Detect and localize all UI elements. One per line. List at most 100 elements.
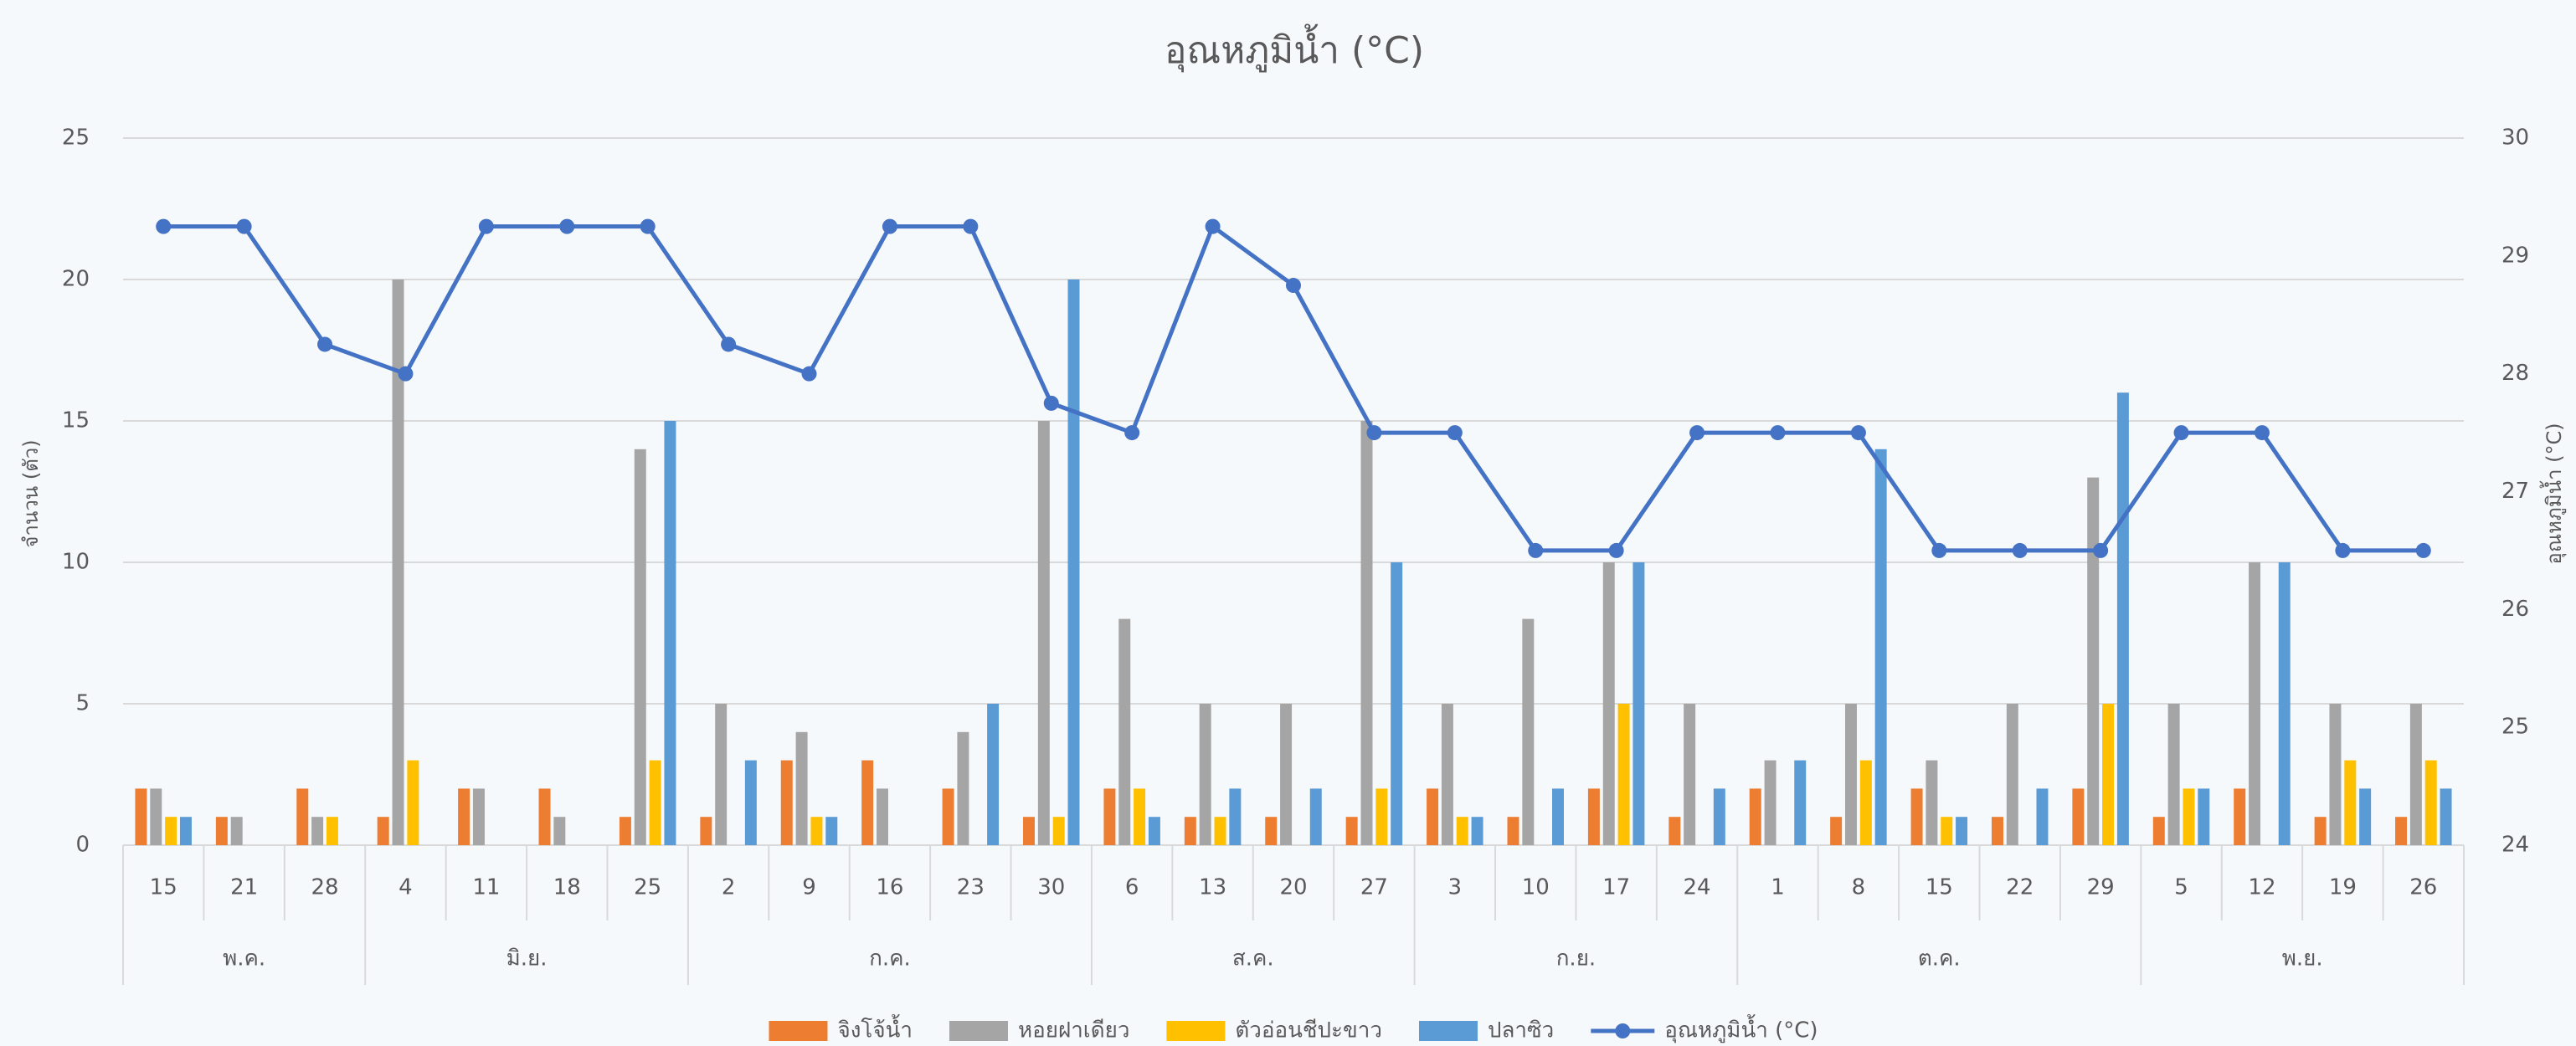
- bar: [861, 760, 874, 845]
- x-tick-label: 21: [230, 875, 258, 900]
- chart-title: อุณหภูมิน้ำ (°C): [1165, 23, 1424, 73]
- legend-label: หอยฝาเดียว: [1018, 1018, 1129, 1043]
- y-tick-label: 25: [62, 126, 90, 151]
- x-tick-label: 3: [1448, 875, 1463, 900]
- bar: [179, 817, 192, 845]
- x-tick-label: 24: [1684, 875, 1711, 900]
- bar: [1184, 817, 1196, 845]
- x-tick-label: 22: [2006, 875, 2034, 900]
- x-tick-label: 28: [311, 875, 338, 900]
- y-tick-label: 10: [62, 550, 90, 575]
- x-tick-label: 8: [1852, 875, 1866, 900]
- y-tick-label: 5: [75, 691, 90, 716]
- bar: [1749, 788, 1761, 845]
- bar: [1507, 817, 1519, 845]
- x-tick-label: 26: [2409, 875, 2437, 900]
- line-marker: [1689, 425, 1705, 441]
- bar: [1067, 279, 1080, 845]
- legend-swatch: [1615, 1023, 1631, 1038]
- x-tick-label: 20: [1279, 875, 1307, 900]
- line-marker: [2093, 542, 2109, 558]
- y2-tick-label: 26: [2501, 597, 2529, 622]
- line-marker: [1931, 542, 1947, 558]
- y2-axis-label: อุณหภูมิน้ำ (°C): [2539, 423, 2567, 564]
- x-tick-label: 13: [1199, 875, 1226, 900]
- bar: [2249, 562, 2261, 845]
- bar: [1427, 788, 1439, 845]
- bar: [634, 449, 646, 845]
- line-marker: [1286, 278, 1301, 294]
- x-group-label: พ.ย.: [2282, 946, 2323, 972]
- bar: [2278, 562, 2291, 845]
- bar: [700, 817, 712, 845]
- bar: [1199, 704, 1211, 845]
- x-tick-label: 15: [150, 875, 177, 900]
- line-marker: [1850, 425, 1866, 441]
- bar: [942, 788, 954, 845]
- bar: [1632, 562, 1645, 845]
- legend-label: ปลาซิว: [1488, 1018, 1554, 1043]
- bar: [215, 817, 228, 845]
- x-tick-label: 2: [722, 875, 736, 900]
- x-tick-label: 16: [876, 875, 903, 900]
- bar: [1471, 817, 1483, 845]
- y2-tick-label: 29: [2501, 243, 2529, 268]
- bar: [1522, 618, 1535, 845]
- bar: [2183, 788, 2195, 845]
- x-tick-label: 6: [1125, 875, 1139, 900]
- x-group-label: ก.ย.: [1556, 946, 1597, 972]
- bar: [2006, 704, 2018, 845]
- bar: [649, 760, 661, 845]
- bar: [1103, 788, 1116, 845]
- bar: [135, 788, 147, 845]
- bar: [2344, 760, 2357, 845]
- line-marker: [317, 336, 333, 352]
- bar: [150, 788, 162, 845]
- x-tick-label: 23: [957, 875, 985, 900]
- bar: [2314, 817, 2327, 845]
- bar: [1441, 704, 1453, 845]
- bar: [230, 817, 243, 845]
- bar: [472, 788, 485, 845]
- line-marker: [1608, 542, 1624, 558]
- bar: [1859, 760, 1872, 845]
- bar: [165, 817, 177, 845]
- bar: [1764, 760, 1776, 845]
- bar: [326, 817, 338, 845]
- bar: [810, 817, 823, 845]
- legend-swatch: [949, 1021, 1008, 1041]
- bar: [1118, 618, 1131, 845]
- y2-tick-label: 25: [2501, 715, 2529, 740]
- bar: [1360, 421, 1373, 845]
- line-marker: [156, 218, 172, 234]
- legend-label: อุณหภูมิน้ำ (°C): [1664, 1014, 1818, 1043]
- bar: [1229, 788, 1242, 845]
- bar: [1684, 704, 1696, 845]
- bar: [2395, 817, 2408, 845]
- bar: [1280, 704, 1293, 845]
- bar: [2424, 760, 2437, 845]
- x-tick-label: 27: [1360, 875, 1388, 900]
- bar: [987, 704, 1000, 845]
- bar: [1668, 817, 1681, 845]
- bar: [2072, 788, 2085, 845]
- line-marker: [1124, 425, 1140, 441]
- bar: [1265, 817, 1278, 845]
- x-tick-label: 25: [634, 875, 661, 900]
- y-tick-label: 20: [62, 267, 90, 292]
- x-tick-label: 15: [1926, 875, 1953, 900]
- bar: [1794, 760, 1807, 845]
- x-group-label: ก.ค.: [869, 946, 911, 972]
- bar: [744, 760, 757, 845]
- bar: [1602, 562, 1615, 845]
- bar: [296, 788, 309, 845]
- bar: [957, 731, 969, 845]
- x-tick-label: 30: [1037, 875, 1065, 900]
- bar: [1587, 788, 1600, 845]
- legend-swatch: [1166, 1021, 1226, 1041]
- bar: [1830, 817, 1843, 845]
- line-marker: [2012, 542, 2028, 558]
- x-group-label: ส.ค.: [1232, 946, 1274, 972]
- bar: [1552, 788, 1564, 845]
- bar: [2167, 704, 2180, 845]
